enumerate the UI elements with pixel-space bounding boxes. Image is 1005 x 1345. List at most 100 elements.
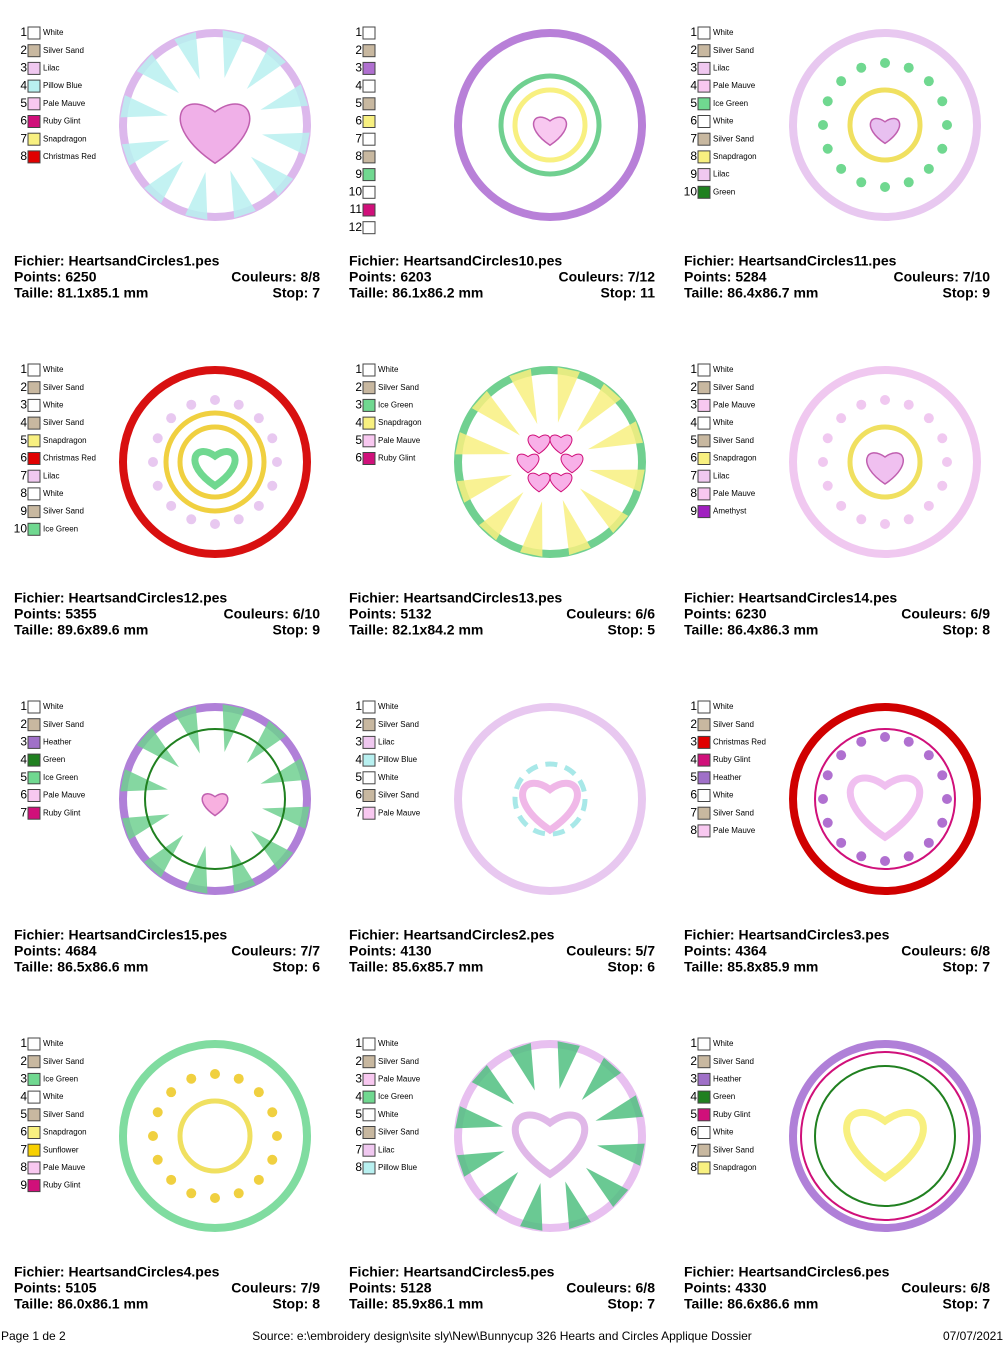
color-name: Silver Sand [713,1057,754,1066]
color-number: 7 [20,131,27,145]
color-swatch [697,469,711,483]
dot [152,1107,163,1118]
file-name: Fichier: HeartsandCircles12.pes [14,590,227,606]
color-swatch [697,115,711,128]
dot [937,433,948,444]
file-name: Fichier: HeartsandCircles5.pes [349,1264,555,1280]
points: Points: 5284 [684,269,767,285]
color-number: 8 [690,149,697,163]
color-number: 7 [690,1142,697,1156]
points: Points: 4330 [684,1280,767,1296]
color-name: Pale Mauve [43,1163,86,1172]
color-number: 6 [20,451,27,465]
stop-count: Stop: 9 [273,622,321,638]
color-swatch [362,363,376,377]
color-name: Christmas Red [43,454,96,463]
outer-ring [789,29,981,221]
color-number: 4 [690,78,697,92]
color-number: 7 [20,468,27,482]
dot [233,399,244,410]
stop-count: Stop: 7 [273,285,321,301]
outer-ring [119,1040,311,1232]
dot [903,399,914,410]
color-swatch [362,416,376,430]
size: Taille: 85.9x86.1 mm [349,1296,483,1312]
inner-ring [177,424,253,500]
color-number: 9 [355,167,362,181]
color-number: 1 [690,25,697,39]
inner-ring [847,87,923,163]
color-swatch [27,1143,41,1157]
design-image [119,1040,311,1232]
spoke [520,501,543,557]
dot [856,62,867,73]
color-swatch [362,806,376,820]
color-swatch [27,44,41,58]
stop-count: Stop: 7 [608,1296,656,1312]
color-number: 2 [355,717,362,731]
spoke [120,769,168,792]
color-name: Lilac [378,1145,394,1154]
file-name: Fichier: HeartsandCircles1.pes [14,253,220,269]
color-number: 11 [350,202,363,216]
color-swatch [697,771,711,785]
color-swatch [362,398,376,412]
color-number: 2 [355,1054,362,1068]
color-name: White [43,1092,64,1101]
dot [836,413,847,424]
heart [179,103,251,165]
color-swatch [27,735,41,749]
color-count: Couleurs: 6/8 [901,1280,990,1296]
color-name: Heather [43,738,72,747]
dot [836,500,847,511]
outer-ring [119,703,311,895]
color-swatch [27,381,41,395]
color-name: Pale Mauve [713,826,756,835]
color-number: 3 [355,735,362,749]
color-name: Ice Green [378,401,413,410]
color-swatch [27,398,41,412]
dot [903,851,914,862]
color-swatch [27,522,41,536]
color-swatch [27,753,41,767]
dot [166,413,177,424]
color-name: Ice Green [43,1075,78,1084]
size: Taille: 85.8x85.9 mm [684,959,818,975]
color-swatch [362,26,376,40]
color-number: 1 [355,25,362,39]
dot [822,770,833,781]
spoke [262,806,310,829]
design-cell: 1 White 2 Silver Sand 3 Heather 4 Green 5 Ice Gre… [14,699,320,975]
color-name: Snapdragon [43,134,87,143]
spoke [479,491,524,541]
color-number: 2 [20,43,27,57]
spoke [185,846,208,894]
color-swatch [362,452,376,465]
color-number: 10 [349,184,363,198]
color-swatch [697,487,711,501]
color-swatch [697,79,711,93]
points: Points: 5132 [349,606,432,622]
spoke [589,469,645,492]
dot [267,1154,278,1165]
outer-ring [119,29,311,221]
dot [818,120,828,130]
outer-ring [454,29,646,221]
design-image [789,703,981,895]
dot [923,500,934,511]
color-swatch [362,115,376,128]
color-swatch [697,505,711,519]
color-name: Silver Sand [43,46,84,55]
color-name: Silver Sand [43,418,84,427]
inner-ring [814,728,956,870]
dot [923,163,934,174]
inner-ring [814,1065,956,1207]
color-number: 5 [20,433,27,447]
color-number: 1 [690,1036,697,1050]
outer-ring [454,1040,646,1232]
color-name: Pillow Blue [378,755,418,764]
dot [210,1193,220,1203]
color-name: Silver Sand [713,1145,754,1154]
color-name: Ice Green [713,99,748,108]
